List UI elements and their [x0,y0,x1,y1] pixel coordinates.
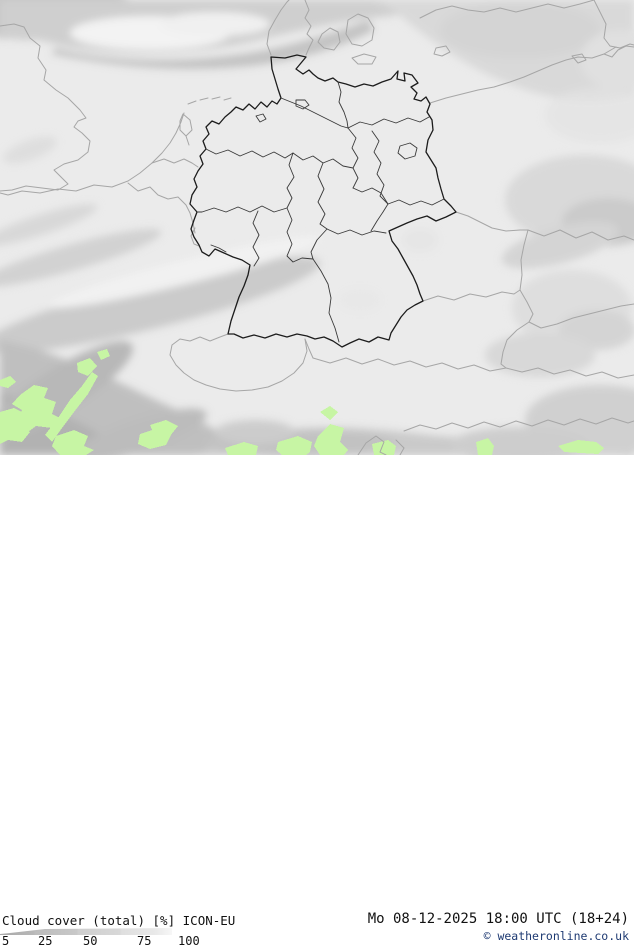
weather-map [0,0,634,455]
denmark-coast [266,0,290,56]
legend-tick: 50 [83,934,98,948]
country-borders [0,0,634,455]
legend-gradient-bar [0,928,172,935]
luxembourg-border [190,227,200,247]
poland-coast [429,45,634,104]
clear-sky-layer [0,349,604,455]
legend-tick: 5 [2,934,10,948]
austria-slovenia-border [505,367,634,379]
germany-border [189,54,457,348]
czech-poland-border [455,211,529,232]
austria-italy-border [312,357,507,372]
legend-tick: 75 [137,934,152,948]
legend: 5 25 50 75 100 [0,926,210,948]
czech-austria-border [422,289,521,302]
legend-tick: 25 [38,934,53,948]
belgium-borders [151,158,199,168]
hamburg-outline [295,99,310,110]
valid-time: Mo 08-12-2025 18:00 UTC (18+24) [367,911,629,927]
legend-tick: 100 [178,934,200,948]
uk-coast [0,23,91,192]
bremen-outline [255,113,267,123]
german-state-borders [196,81,445,343]
sweden-coast [419,0,595,19]
caption-bar: Cloud cover (total) [%] ICON-EU Mo 08-12… [0,455,634,948]
bornholm-island [571,53,587,64]
berlin-outline [397,142,418,160]
france-coast [0,180,129,196]
switzerland-border [169,333,308,392]
slovenia-croatia-border [403,417,634,432]
copyright-text: © weatheronline.co.uk [483,929,629,943]
